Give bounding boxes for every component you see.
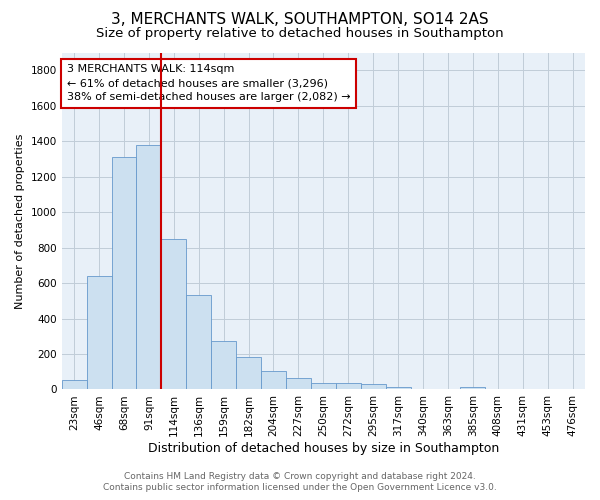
Text: Contains HM Land Registry data © Crown copyright and database right 2024.
Contai: Contains HM Land Registry data © Crown c…	[103, 472, 497, 492]
X-axis label: Distribution of detached houses by size in Southampton: Distribution of detached houses by size …	[148, 442, 499, 455]
Bar	[361, 384, 386, 390]
Bar	[161, 238, 186, 390]
Bar	[211, 340, 236, 390]
Text: 3 MERCHANTS WALK: 114sqm
← 61% of detached houses are smaller (3,296)
38% of sem: 3 MERCHANTS WALK: 114sqm ← 61% of detach…	[67, 64, 350, 102]
Bar	[62, 380, 86, 390]
Bar	[436, 388, 460, 390]
Bar	[460, 387, 485, 390]
Bar	[386, 387, 410, 390]
Bar	[86, 276, 112, 390]
Bar	[261, 371, 286, 390]
Bar	[186, 296, 211, 390]
Y-axis label: Number of detached properties: Number of detached properties	[15, 134, 25, 308]
Bar	[136, 144, 161, 390]
Bar	[311, 382, 336, 390]
Bar	[236, 356, 261, 390]
Text: Size of property relative to detached houses in Southampton: Size of property relative to detached ho…	[96, 28, 504, 40]
Bar	[112, 157, 136, 390]
Bar	[336, 382, 361, 390]
Text: 3, MERCHANTS WALK, SOUTHAMPTON, SO14 2AS: 3, MERCHANTS WALK, SOUTHAMPTON, SO14 2AS	[111, 12, 489, 28]
Bar	[410, 388, 436, 390]
Bar	[286, 378, 311, 390]
